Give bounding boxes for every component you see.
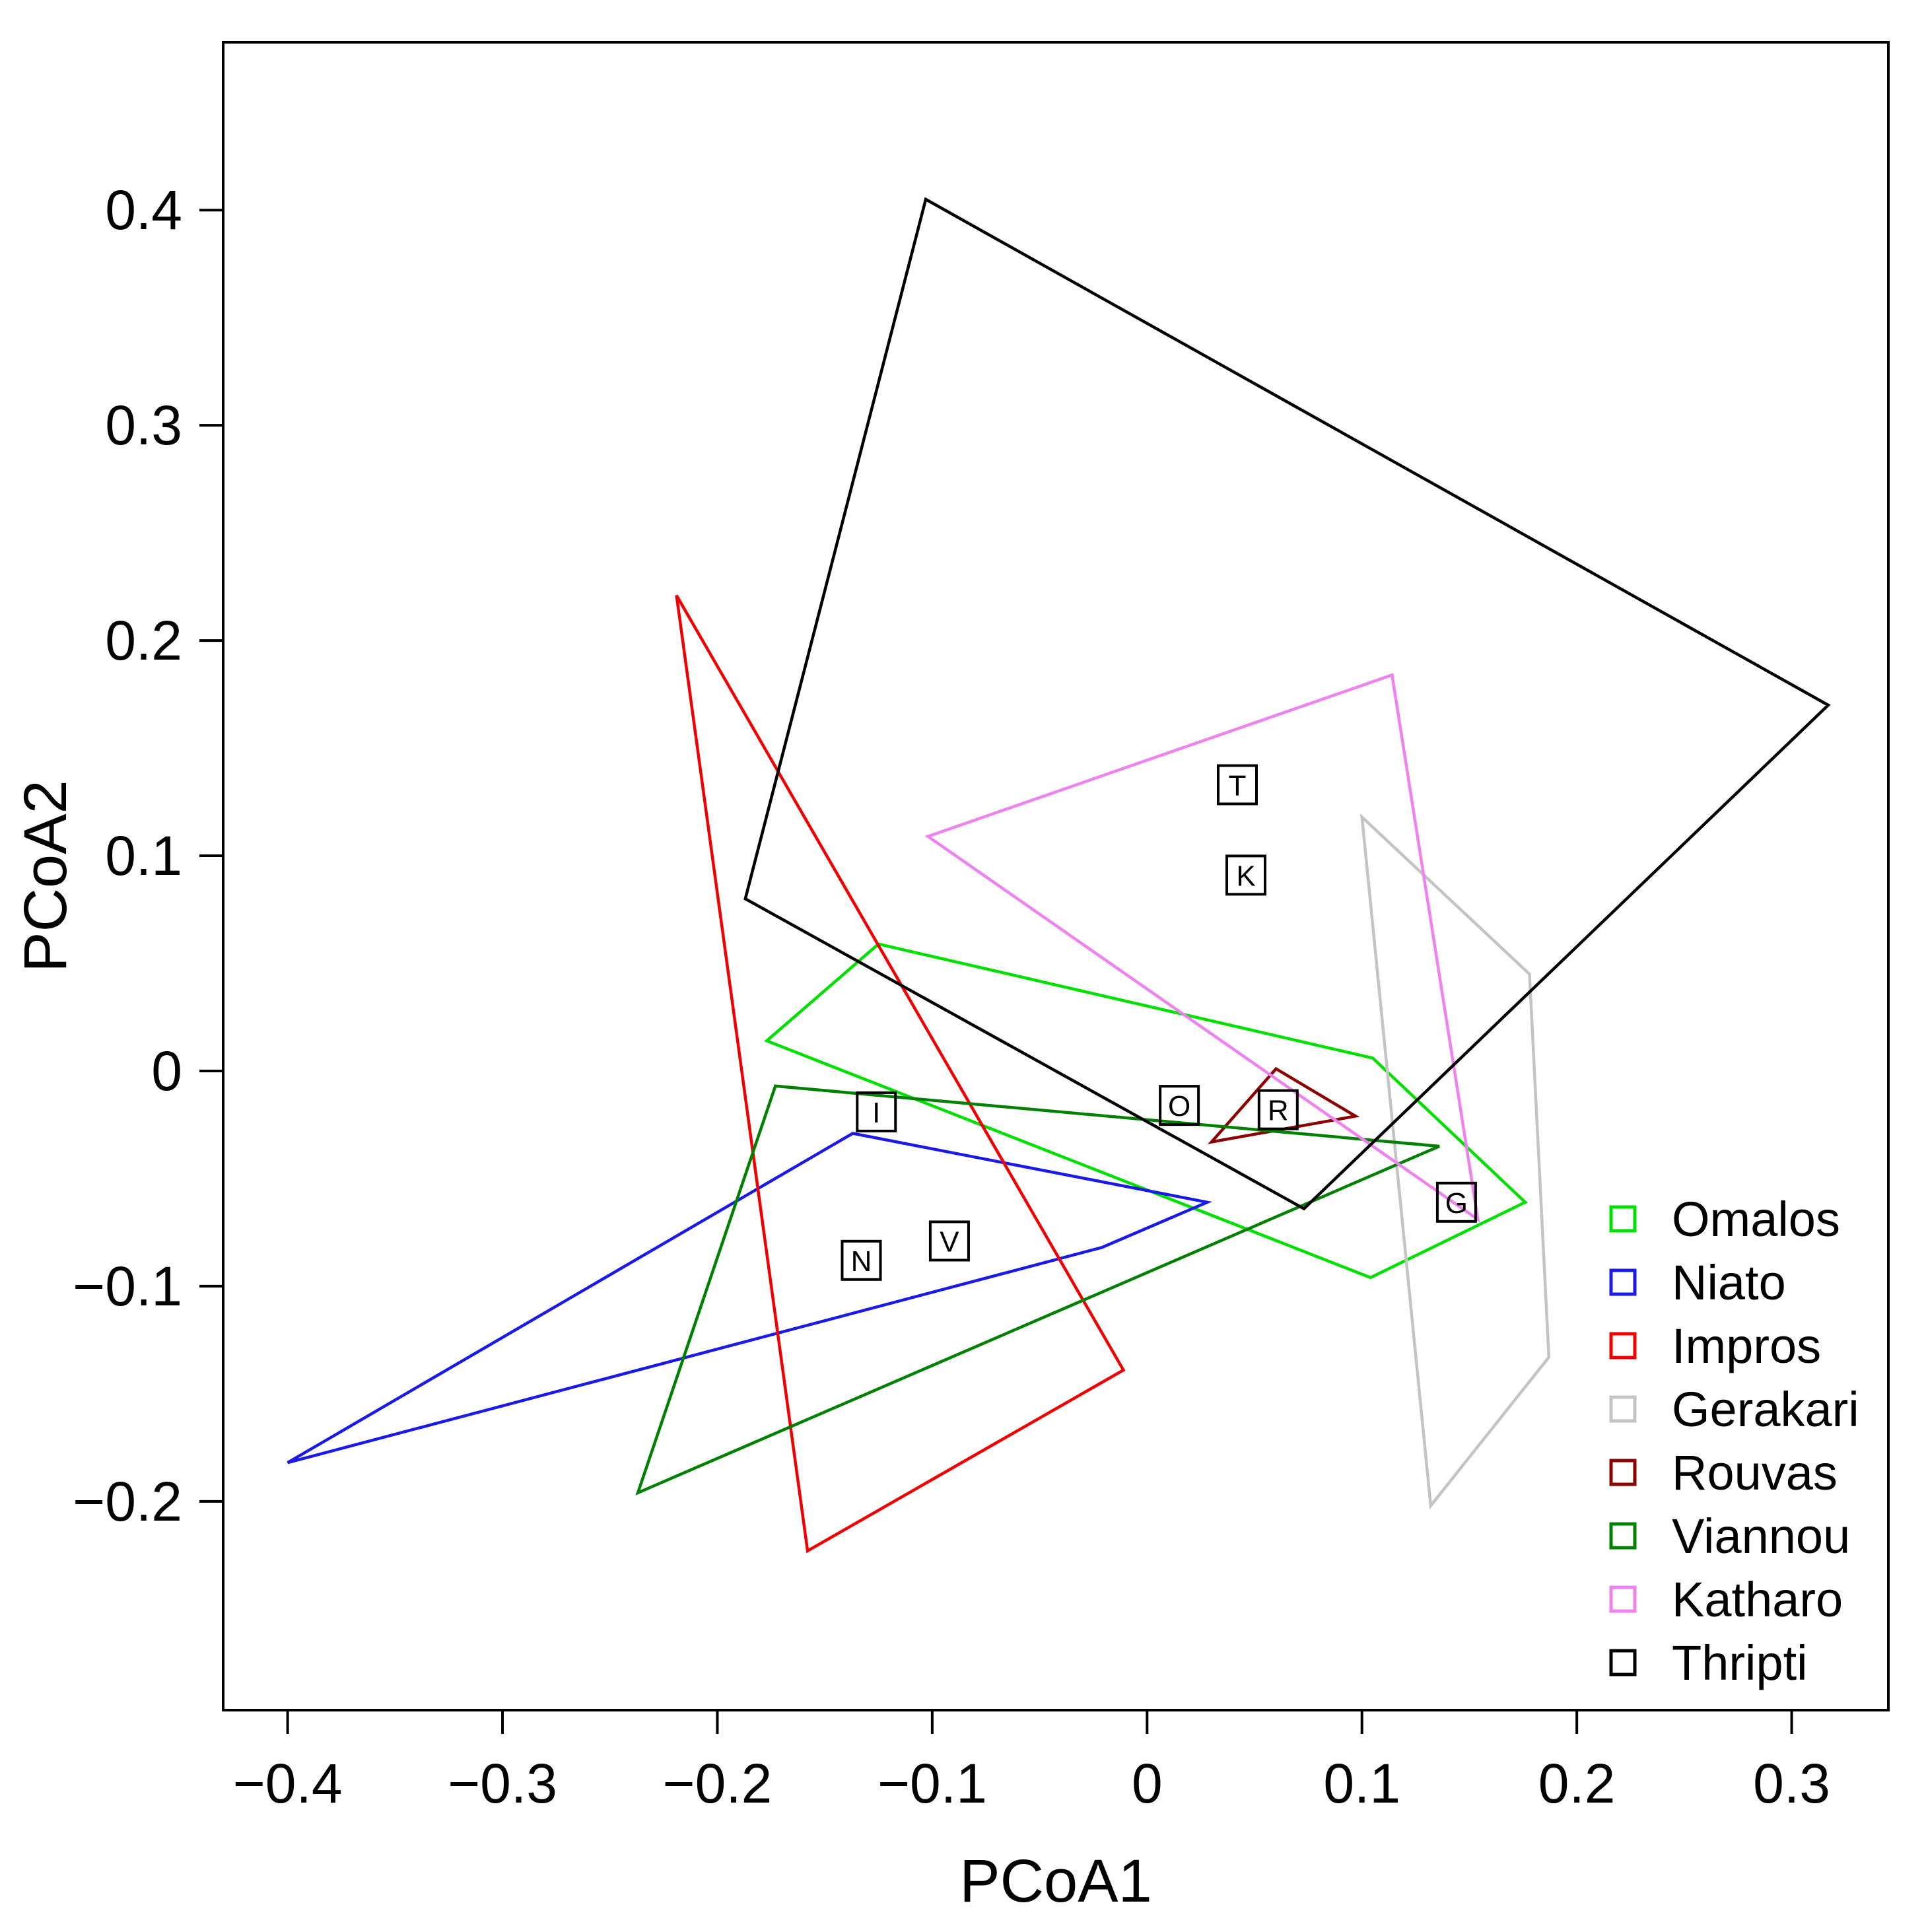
- y-tick-label: 0.1: [105, 825, 182, 887]
- legend-swatch: [1609, 1459, 1637, 1486]
- legend: Omalos Niato Impros Gerakari Rouvas Viannou Ka…: [1609, 1192, 1859, 1690]
- legend-item-viannou: Viannou: [1609, 1509, 1850, 1564]
- y-tick-label: −0.1: [73, 1255, 182, 1317]
- legend-item-impros: Impros: [1609, 1319, 1821, 1373]
- legend-label: Niato: [1672, 1255, 1786, 1310]
- x-axis: −0.4 −0.3 −0.2 −0.1 0 0.1 0.2 0.3: [233, 1710, 1830, 1814]
- site-label-box: [928, 1220, 970, 1262]
- site-label-box: [1257, 1089, 1299, 1130]
- legend-swatch: [1609, 1522, 1637, 1550]
- x-tick-label: −0.3: [448, 1752, 557, 1814]
- hull-layer: [287, 197, 1831, 1554]
- site-label-text: T: [1229, 769, 1247, 802]
- hull-omalos: [764, 942, 1528, 1280]
- y-axis: −0.2 −0.1 0 0.1 0.2 0.3 0.4: [73, 179, 223, 1533]
- centroid-label-layer: O N I G R V K T: [841, 764, 1477, 1281]
- site-label-rouvas: R: [1257, 1089, 1299, 1130]
- site-label-box: [856, 1091, 897, 1132]
- site-label-text: N: [851, 1245, 872, 1278]
- legend-swatch: [1609, 1649, 1637, 1676]
- x-tick-label: 0.3: [1753, 1752, 1830, 1814]
- legend-label: Impros: [1672, 1319, 1821, 1373]
- legend-label: Katharo: [1672, 1572, 1843, 1627]
- legend-swatch: [1609, 1205, 1637, 1233]
- legend-label: Viannou: [1672, 1509, 1850, 1564]
- legend-label: Rouvas: [1672, 1445, 1838, 1500]
- site-label-text: O: [1168, 1090, 1190, 1122]
- legend-swatch: [1609, 1585, 1637, 1613]
- site-label-box: [1216, 764, 1258, 806]
- legend-swatch: [1609, 1332, 1637, 1360]
- legend-label: Gerakari: [1672, 1382, 1859, 1437]
- legend-label: Omalos: [1672, 1192, 1840, 1247]
- legend-item-rouvas: Rouvas: [1609, 1445, 1838, 1500]
- x-tick-label: −0.1: [877, 1752, 987, 1814]
- site-label-omalos: O: [1159, 1085, 1200, 1126]
- legend-item-katharo: Katharo: [1609, 1572, 1843, 1627]
- hull-thripti: [743, 197, 1831, 1211]
- site-label-text: K: [1236, 860, 1255, 892]
- legend-label: Thripti: [1672, 1636, 1808, 1690]
- site-label-text: I: [872, 1097, 880, 1129]
- site-label-box: [1435, 1181, 1477, 1223]
- legend-swatch: [1609, 1395, 1637, 1423]
- site-label-thripti: T: [1216, 764, 1258, 806]
- plot-frame: [222, 41, 1890, 1711]
- y-tick-label: 0.4: [105, 179, 182, 241]
- site-label-box: [1225, 854, 1266, 896]
- y-tick-label: −0.2: [73, 1470, 182, 1533]
- x-tick-label: 0.2: [1538, 1752, 1616, 1814]
- site-label-niato: N: [841, 1239, 882, 1281]
- site-label-viannou: V: [928, 1220, 970, 1262]
- site-label-impros: I: [856, 1091, 897, 1132]
- x-tick-label: 0.1: [1323, 1752, 1400, 1814]
- hull-viannou: [635, 1084, 1440, 1496]
- site-label-text: V: [940, 1225, 959, 1258]
- legend-item-thripti: Thripti: [1609, 1636, 1808, 1690]
- x-tick-label: −0.2: [663, 1752, 773, 1814]
- x-tick-label: 0: [1132, 1752, 1163, 1814]
- site-label-box: [1159, 1085, 1200, 1126]
- y-tick-label: 0.3: [105, 394, 182, 456]
- legend-item-gerakari: Gerakari: [1609, 1382, 1859, 1437]
- hull-niato: [287, 1132, 1213, 1465]
- site-label-gerakari: G: [1435, 1181, 1477, 1223]
- site-label-box: [841, 1239, 882, 1281]
- x-axis-title: PCoA1: [959, 1847, 1152, 1915]
- hull-gerakari: [1359, 813, 1551, 1510]
- legend-item-omalos: Omalos: [1609, 1192, 1840, 1247]
- hull-katharo: [924, 673, 1480, 1223]
- legend-swatch: [1609, 1268, 1637, 1296]
- x-tick-label: −0.4: [233, 1752, 343, 1814]
- y-tick-label: 0.2: [105, 609, 182, 672]
- hull-impros: [675, 594, 1126, 1554]
- site-label-text: G: [1445, 1187, 1468, 1220]
- legend-item-niato: Niato: [1609, 1255, 1786, 1310]
- y-axis-title: PCoA2: [12, 780, 79, 973]
- site-label-katharo: K: [1225, 854, 1266, 896]
- site-label-text: R: [1268, 1095, 1289, 1127]
- y-tick-label: 0: [151, 1040, 182, 1102]
